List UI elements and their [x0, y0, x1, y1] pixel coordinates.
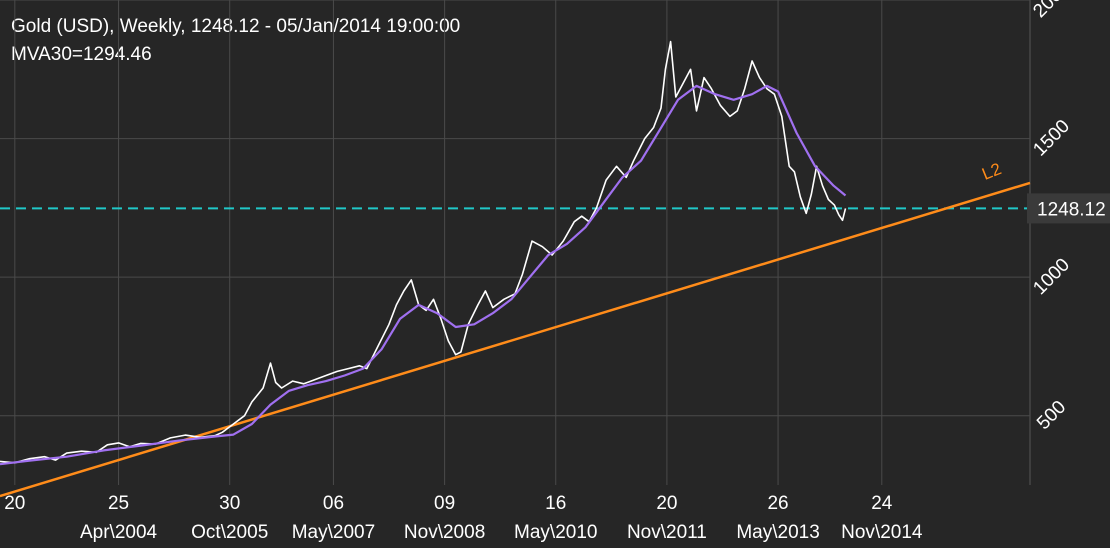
x-tick-label-day: 24 — [871, 493, 893, 514]
trendline-l2 — [0, 181, 1031, 498]
indicator-readout: MVA30=1294.46 — [11, 44, 152, 65]
x-tick-label-day: 25 — [108, 493, 129, 514]
x-tick-label-month: Nov\2014 — [841, 522, 923, 543]
x-tick-label-day: 06 — [323, 493, 344, 514]
current-price-box — [1027, 193, 1110, 224]
mva30-line — [0, 84, 847, 466]
x-tick-label-month: Oct\2005 — [191, 522, 268, 543]
x-tick-label-day: 30 — [219, 493, 240, 514]
x-tick-label-day: 09 — [434, 493, 455, 514]
chart-title: Gold (USD), Weekly, 1248.12 - 05/Jan/201… — [11, 16, 461, 37]
x-tick-label-month: Nov\2011 — [627, 522, 707, 543]
x-tick-label-month: May\2013 — [736, 522, 819, 543]
x-tick-label-day: 20 — [4, 493, 25, 514]
y-tick-label: 1500 — [1029, 116, 1074, 161]
y-tick-label: 500 — [1033, 397, 1070, 434]
x-tick-label-month: Apr\2004 — [80, 522, 158, 543]
x-tick-label-month: May\2007 — [292, 522, 375, 543]
x-tick-label-day: 16 — [545, 493, 566, 514]
x-tick-label-month: May\2010 — [514, 522, 597, 543]
y-tick-label: 2000 — [1029, 0, 1074, 22]
gold-price-line — [0, 40, 847, 464]
x-tick-label-month: Nov\2008 — [404, 522, 485, 543]
x-tick-label-day: 26 — [767, 493, 788, 514]
trendline-label: L2 — [979, 159, 1004, 184]
x-tick-label-day: 20 — [656, 493, 677, 514]
y-tick-label: 1000 — [1029, 254, 1074, 299]
current-price-label: 1248.12 — [1037, 199, 1106, 220]
